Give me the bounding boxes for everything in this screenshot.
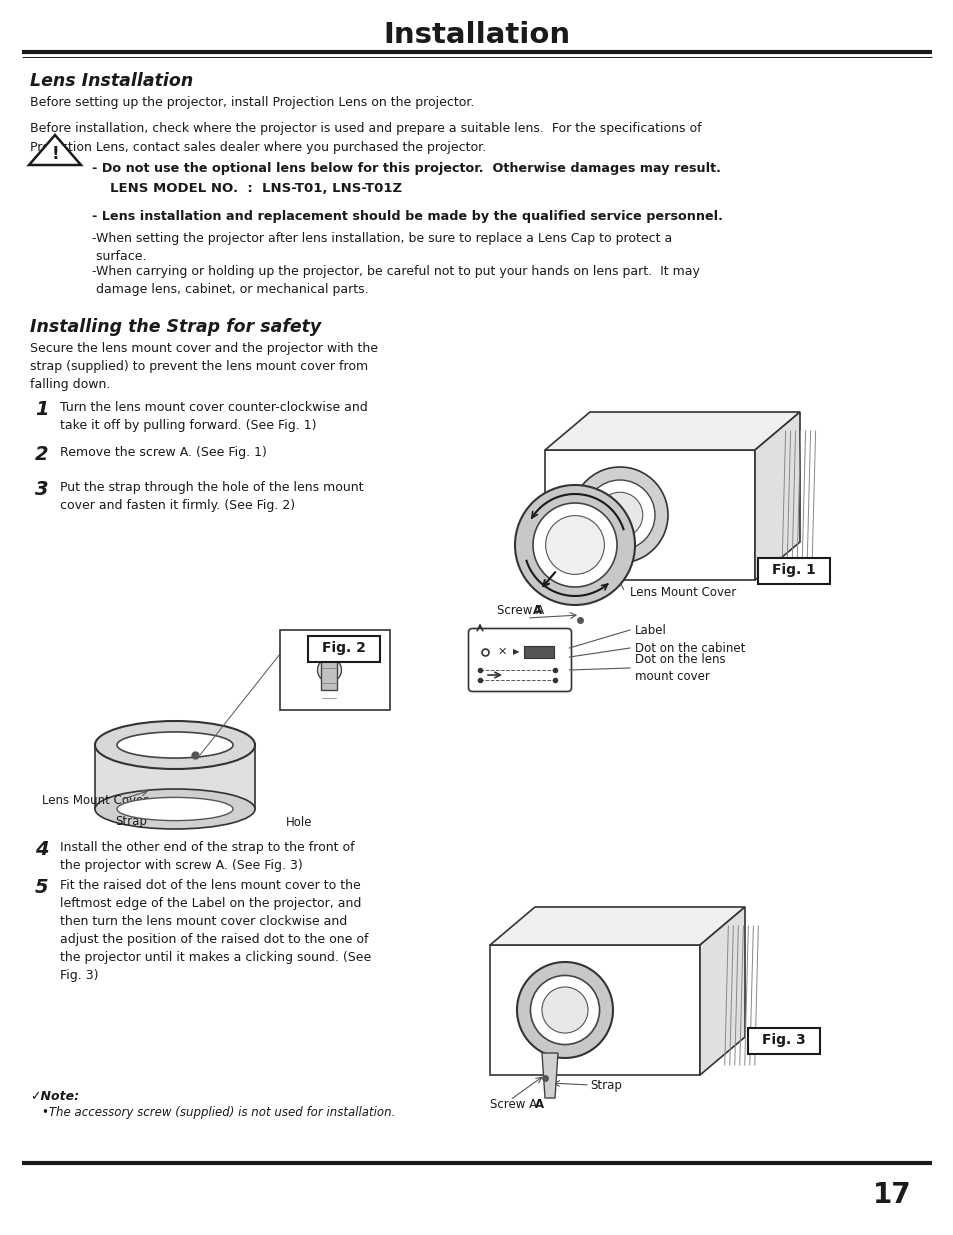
- Text: -When carrying or holding up the projector, be careful not to put your hands on : -When carrying or holding up the project…: [91, 266, 700, 296]
- Circle shape: [545, 515, 604, 574]
- Text: Lens Installation: Lens Installation: [30, 72, 193, 90]
- Polygon shape: [321, 648, 337, 690]
- Text: Installation: Installation: [383, 21, 570, 49]
- Text: Turn the lens mount cover counter-clockwise and
take it off by pulling forward. : Turn the lens mount cover counter-clockw…: [60, 401, 367, 432]
- Text: Dot on the cabinet: Dot on the cabinet: [635, 641, 744, 655]
- Text: Dot on the lens
mount cover: Dot on the lens mount cover: [635, 653, 725, 683]
- Ellipse shape: [117, 732, 233, 758]
- Text: 17: 17: [872, 1181, 911, 1209]
- Bar: [523, 646, 554, 658]
- Text: Screw A: Screw A: [490, 1098, 537, 1112]
- Polygon shape: [544, 412, 800, 450]
- Polygon shape: [754, 412, 800, 580]
- Circle shape: [597, 493, 642, 537]
- FancyBboxPatch shape: [758, 558, 829, 584]
- Text: Before setting up the projector, install Projection Lens on the projector.: Before setting up the projector, install…: [30, 96, 474, 109]
- Text: A: A: [535, 1098, 543, 1112]
- Circle shape: [584, 480, 655, 550]
- Text: Fig. 1: Fig. 1: [771, 563, 815, 577]
- Text: 2: 2: [35, 445, 49, 464]
- Text: Lens Mount Cover: Lens Mount Cover: [629, 585, 736, 599]
- Text: •The accessory screw (supplied) is not used for installation.: •The accessory screw (supplied) is not u…: [42, 1107, 395, 1119]
- Text: 1: 1: [35, 400, 49, 419]
- Text: LENS MODEL NO.  :  LNS-T01, LNS-T01Z: LENS MODEL NO. : LNS-T01, LNS-T01Z: [110, 182, 402, 195]
- Text: Remove the screw A. (See Fig. 1): Remove the screw A. (See Fig. 1): [60, 446, 267, 459]
- Text: !: !: [51, 144, 59, 163]
- Text: Fig. 2: Fig. 2: [322, 641, 366, 655]
- Text: Strap: Strap: [115, 815, 147, 829]
- Text: 3: 3: [35, 480, 49, 499]
- Text: Hole: Hole: [286, 815, 313, 829]
- Text: Put the strap through the hole of the lens mount
cover and fasten it firmly. (Se: Put the strap through the hole of the le…: [60, 480, 363, 513]
- Text: Secure the lens mount cover and the projector with the
strap (supplied) to preve: Secure the lens mount cover and the proj…: [30, 342, 377, 391]
- Ellipse shape: [95, 789, 254, 829]
- Text: Before installation, check where the projector is used and prepare a suitable le: Before installation, check where the pro…: [30, 122, 700, 154]
- Polygon shape: [541, 1053, 558, 1098]
- Text: Installing the Strap for safety: Installing the Strap for safety: [30, 317, 321, 336]
- Text: ✓Note:: ✓Note:: [30, 1091, 79, 1103]
- Ellipse shape: [95, 721, 254, 769]
- Circle shape: [541, 987, 587, 1032]
- Text: - Do not use the optional lens below for this projector.  Otherwise damages may : - Do not use the optional lens below for…: [91, 162, 720, 175]
- Bar: [490, 945, 700, 1074]
- Text: Strap: Strap: [589, 1078, 621, 1092]
- Text: ▶: ▶: [512, 647, 518, 657]
- FancyBboxPatch shape: [747, 1028, 820, 1053]
- Text: Fig. 3: Fig. 3: [761, 1032, 805, 1047]
- FancyBboxPatch shape: [468, 629, 571, 692]
- FancyBboxPatch shape: [308, 636, 379, 662]
- Circle shape: [515, 485, 635, 605]
- Ellipse shape: [117, 798, 233, 820]
- Text: ✕: ✕: [497, 647, 506, 657]
- Polygon shape: [490, 906, 744, 945]
- Circle shape: [533, 503, 617, 587]
- Bar: [95, 745, 254, 809]
- Text: Lens Mount Cover: Lens Mount Cover: [42, 794, 148, 806]
- Circle shape: [572, 467, 667, 563]
- Text: 4: 4: [35, 840, 49, 860]
- Text: Fit the raised dot of the lens mount cover to the
leftmost edge of the Label on : Fit the raised dot of the lens mount cov…: [60, 879, 371, 982]
- Text: -When setting the projector after lens installation, be sure to replace a Lens C: -When setting the projector after lens i…: [91, 232, 672, 263]
- Circle shape: [517, 962, 613, 1058]
- Text: A: A: [533, 604, 541, 616]
- Polygon shape: [29, 135, 81, 165]
- Text: 5: 5: [35, 878, 49, 897]
- Polygon shape: [700, 906, 744, 1074]
- Circle shape: [530, 976, 598, 1045]
- Bar: [544, 450, 754, 580]
- Text: Install the other end of the strap to the front of
the projector with screw A. (: Install the other end of the strap to th…: [60, 841, 355, 872]
- Text: Label: Label: [635, 624, 666, 636]
- Text: - Lens installation and replacement should be made by the qualified service pers: - Lens installation and replacement shou…: [91, 210, 722, 224]
- Bar: [280, 630, 390, 710]
- Text: Screw A: Screw A: [497, 604, 543, 616]
- Circle shape: [317, 658, 341, 682]
